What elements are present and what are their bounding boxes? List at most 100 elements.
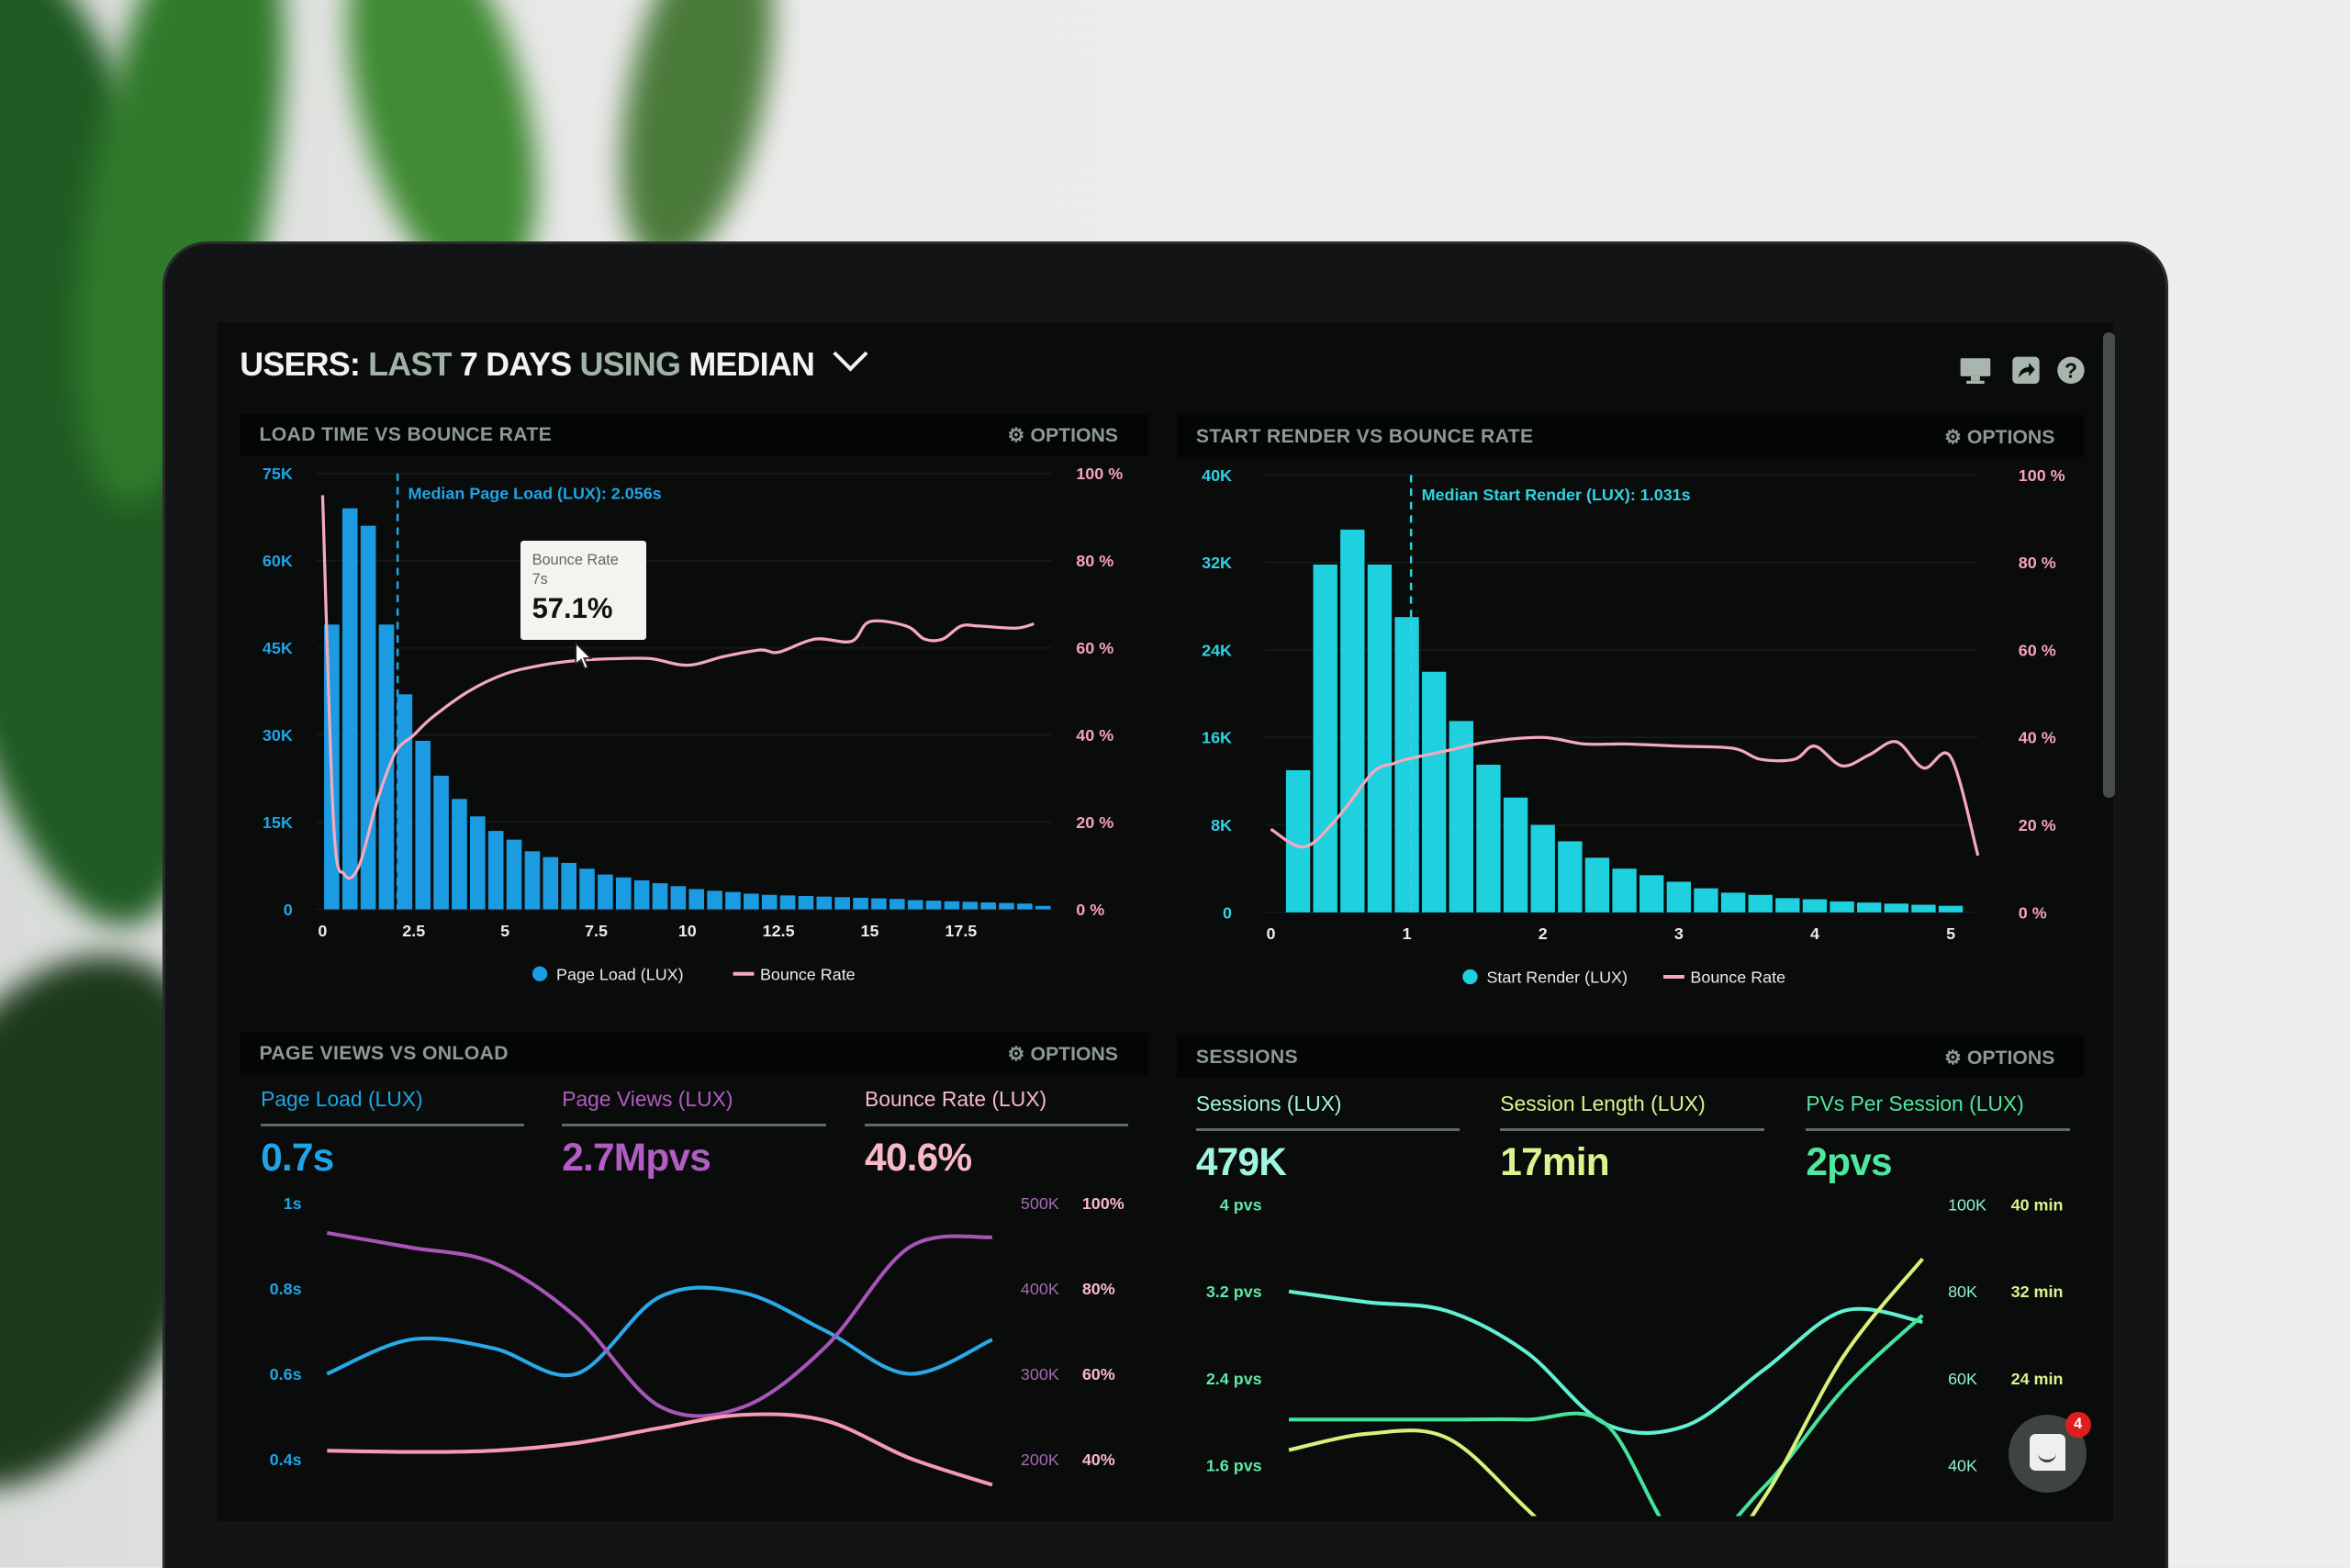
histogram-bar[interactable] (999, 902, 1014, 910)
kpi-value: 0.7s (261, 1135, 334, 1179)
histogram-bar[interactable] (598, 874, 613, 910)
histogram-bar[interactable] (433, 775, 449, 910)
kpi-value: 17min (1500, 1139, 1609, 1183)
histogram-bar[interactable] (415, 740, 431, 910)
histogram-bar[interactable] (761, 894, 778, 910)
histogram-bar[interactable] (962, 902, 979, 910)
histogram-bar[interactable] (834, 897, 850, 910)
histogram-bar[interactable] (1394, 617, 1419, 913)
histogram-bar[interactable] (944, 901, 960, 910)
series-line[interactable] (326, 1285, 993, 1378)
bounce-rate-line[interactable] (1270, 735, 1980, 857)
y-left-tick: 32K (1202, 554, 1232, 572)
histogram-bar[interactable] (744, 893, 759, 910)
histogram-bar[interactable] (1017, 903, 1033, 910)
histogram-bar[interactable] (1530, 824, 1555, 913)
histogram-bar[interactable] (1422, 671, 1447, 913)
axis-tick: 0.6s (270, 1365, 302, 1383)
options-button[interactable]: ⚙ OPTIONS (1943, 1047, 2055, 1069)
histogram-bar[interactable] (1612, 868, 1637, 913)
monitor-icon[interactable] (1959, 355, 1992, 386)
histogram-bar[interactable] (561, 862, 576, 910)
histogram-bar[interactable] (470, 816, 486, 910)
histogram-bar[interactable] (1558, 841, 1583, 913)
histogram-bar[interactable] (1367, 565, 1393, 913)
histogram-bar[interactable] (633, 879, 650, 910)
options-button[interactable]: ⚙ OPTIONS (1943, 426, 2055, 448)
options-button[interactable]: ⚙ OPTIONS (1007, 1044, 1118, 1066)
axis-tick: 4 pvs (1220, 1196, 1262, 1215)
histogram-bar[interactable] (907, 900, 923, 910)
legend-label[interactable]: Page Load (LUX) (556, 965, 684, 983)
scrollbar[interactable] (2102, 332, 2115, 798)
share-icon[interactable] (2009, 355, 2042, 386)
histogram-bar[interactable] (652, 883, 668, 910)
series-line[interactable] (327, 1412, 993, 1487)
histogram-bar[interactable] (1938, 905, 1964, 913)
axis-tick: 400K (1021, 1280, 1059, 1298)
series-line[interactable] (1288, 1289, 1923, 1436)
histogram-bar[interactable] (1720, 892, 1746, 913)
histogram-bar[interactable] (506, 839, 522, 910)
legend-label[interactable]: Bounce Rate (760, 965, 856, 983)
histogram-bar[interactable] (1748, 894, 1773, 913)
histogram-bar[interactable] (341, 508, 358, 910)
series-line[interactable] (326, 1230, 993, 1418)
histogram-bar[interactable] (779, 895, 796, 910)
histogram-bar[interactable] (487, 831, 504, 910)
histogram-bar[interactable] (1802, 899, 1828, 913)
histogram-bar[interactable] (816, 896, 833, 910)
histogram-bar[interactable] (1584, 857, 1610, 913)
histogram-bar[interactable] (1503, 797, 1528, 913)
legend-label[interactable]: Bounce Rate (1690, 969, 1785, 987)
histogram-bar[interactable] (1911, 904, 1936, 913)
histogram-bar[interactable] (980, 902, 996, 910)
histogram-bar[interactable] (1340, 529, 1365, 913)
x-tick: 10 (678, 922, 697, 940)
histogram-bar[interactable] (452, 799, 467, 910)
histogram-bar[interactable] (798, 896, 814, 910)
chart-tooltip: Bounce Rate 7s 57.1% (520, 541, 646, 641)
histogram-bar[interactable] (1639, 875, 1664, 913)
histogram-bar[interactable] (725, 891, 741, 910)
histogram-bar[interactable] (1857, 902, 1882, 913)
y-left-tick: 8K (1211, 816, 1232, 834)
tooltip-value: 57.1% (532, 591, 613, 624)
histogram-bar[interactable] (1884, 903, 1909, 913)
y-right-tick: 0 % (1076, 901, 1104, 919)
panel-header-start-render: START RENDER VS BOUNCE RATE ⚙ OPTIONS (1176, 415, 2085, 457)
histogram-bar[interactable] (871, 898, 887, 910)
help-icon[interactable]: ? (2054, 355, 2087, 386)
histogram-bar[interactable] (925, 901, 942, 910)
histogram-bar[interactable] (378, 624, 395, 910)
histogram-bar[interactable] (1313, 565, 1337, 913)
y-left-tick: 45K (263, 639, 293, 657)
histogram-bar[interactable] (1694, 888, 1718, 913)
series-line[interactable] (1289, 1314, 1924, 1549)
histogram-bar[interactable] (524, 851, 541, 910)
histogram-bar[interactable] (670, 886, 687, 910)
histogram-bar[interactable] (1830, 901, 1854, 913)
histogram-bar[interactable] (543, 857, 559, 910)
histogram-bar[interactable] (853, 897, 868, 910)
options-label: OPTIONS (1030, 425, 1118, 447)
y-left-tick: 75K (263, 465, 293, 483)
histogram-bar[interactable] (1035, 905, 1051, 910)
histogram-bar[interactable] (1476, 765, 1501, 913)
histogram-bar[interactable] (1775, 898, 1800, 913)
histogram-bar[interactable] (889, 899, 905, 910)
kpi-value: 2pvs (1806, 1139, 1892, 1183)
dashboard-title[interactable]: USERS: LAST 7 DAYS USING MEDIAN (240, 336, 867, 384)
histogram-bar[interactable] (397, 694, 413, 910)
histogram-bar[interactable] (615, 877, 632, 910)
histogram-bar[interactable] (688, 889, 705, 910)
series-line[interactable] (1288, 1257, 1924, 1567)
legend-label[interactable]: Start Render (LUX) (1486, 969, 1628, 987)
histogram-bar[interactable] (707, 890, 722, 910)
histogram-bar[interactable] (579, 868, 595, 910)
options-button[interactable]: ⚙ OPTIONS (1007, 425, 1118, 447)
histogram-bar[interactable] (1666, 881, 1692, 913)
histogram-bar[interactable] (1449, 721, 1474, 913)
histogram-bar[interactable] (360, 525, 376, 910)
bounce-rate-line[interactable] (320, 495, 1035, 880)
